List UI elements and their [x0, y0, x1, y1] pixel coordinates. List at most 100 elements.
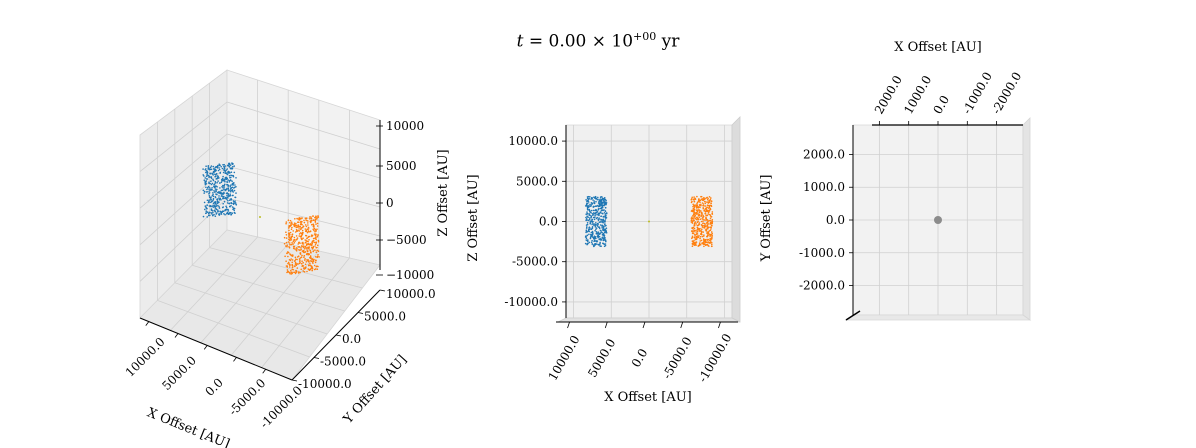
- data-point: [595, 231, 598, 233]
- data-point: [709, 217, 712, 219]
- data-point: [594, 205, 597, 207]
- data-point: [597, 219, 600, 221]
- data-point: [229, 172, 231, 174]
- data-point: [695, 241, 698, 243]
- data-point: [224, 213, 226, 216]
- data-point: [305, 217, 308, 219]
- data-point: [702, 222, 704, 224]
- data-point: [707, 238, 710, 241]
- data-point: [590, 209, 593, 212]
- z-tick-label: 5000.0: [516, 174, 558, 188]
- data-point: [289, 272, 291, 275]
- data-point: [313, 264, 316, 267]
- x-tick: [233, 357, 237, 362]
- data-point: [297, 224, 300, 226]
- data-point: [218, 201, 220, 203]
- data-point: [292, 271, 294, 274]
- data-point: [217, 165, 219, 167]
- data-point: [596, 213, 598, 216]
- data-point: [215, 178, 217, 180]
- data-point: [585, 235, 587, 238]
- data-point: [290, 258, 293, 260]
- data-point: [309, 262, 311, 265]
- data-point: [311, 223, 313, 226]
- data-point: [227, 195, 230, 197]
- data-point: [595, 222, 597, 224]
- data-point: [287, 251, 289, 253]
- data-point: [283, 236, 286, 239]
- data-point: [224, 180, 226, 183]
- data-point: [216, 186, 218, 188]
- data-point: [215, 208, 218, 210]
- data-point: [286, 244, 289, 246]
- data-point: [221, 186, 223, 188]
- data-point: [702, 204, 704, 207]
- data-point: [213, 168, 215, 170]
- data-point: [597, 196, 599, 199]
- data-point: [587, 209, 589, 211]
- x-tick: [174, 333, 179, 338]
- data-point: [698, 209, 701, 211]
- data-point: [593, 202, 596, 204]
- data-point: [212, 174, 214, 176]
- data-point: [216, 188, 218, 191]
- data-point: [695, 205, 698, 207]
- data-point: [211, 205, 213, 208]
- data-point: [603, 220, 606, 223]
- side-axis-label: Y Offset [AU]: [759, 175, 774, 263]
- data-point: [288, 266, 291, 268]
- z-tick-label: 10000: [386, 119, 424, 133]
- data-point: [590, 205, 592, 208]
- data-point: [211, 189, 213, 191]
- data-point: [605, 217, 608, 219]
- data-point: [601, 236, 604, 239]
- data-point: [210, 183, 213, 186]
- data-point: [595, 232, 598, 235]
- data-point: [597, 223, 599, 225]
- data-point: [309, 264, 312, 267]
- data-point: [604, 199, 607, 201]
- pane-floor: [557, 317, 741, 323]
- data-point: [219, 172, 221, 174]
- data-point: [223, 165, 225, 168]
- data-point: [235, 177, 237, 179]
- data-point: [293, 245, 296, 248]
- data-point: [294, 263, 297, 265]
- data-point: [205, 165, 207, 167]
- data-point: [707, 220, 709, 222]
- data-point: [206, 188, 208, 191]
- data-point: [696, 235, 699, 237]
- y-tick-label: 2000.0: [803, 147, 845, 161]
- data-point: [699, 206, 701, 209]
- data-point: [305, 241, 307, 243]
- data-point: [307, 227, 310, 229]
- data-point: [706, 221, 709, 224]
- data-point: [316, 244, 319, 247]
- data-point: [232, 194, 234, 197]
- data-point: [301, 217, 303, 220]
- data-point: [228, 179, 231, 182]
- data-point: [298, 217, 301, 219]
- data-point: [209, 197, 212, 199]
- data-point: [296, 238, 298, 241]
- data-point: [223, 188, 225, 191]
- data-point: [603, 234, 606, 237]
- data-point: [209, 176, 211, 178]
- data-point: [214, 166, 217, 169]
- data-point: [693, 198, 695, 201]
- data-point: [317, 215, 319, 217]
- data-point: [225, 172, 227, 174]
- data-point: [597, 236, 599, 239]
- data-point: [205, 191, 208, 193]
- data-point: [699, 230, 701, 233]
- data-point: [601, 212, 603, 215]
- data-point: [291, 235, 294, 238]
- data-point: [599, 211, 602, 213]
- data-point: [602, 200, 605, 202]
- data-point: [220, 181, 223, 184]
- data-point: [293, 225, 296, 227]
- data-point: [603, 245, 606, 248]
- data-point: [232, 174, 235, 177]
- data-point: [218, 168, 221, 171]
- data-point: [300, 247, 302, 249]
